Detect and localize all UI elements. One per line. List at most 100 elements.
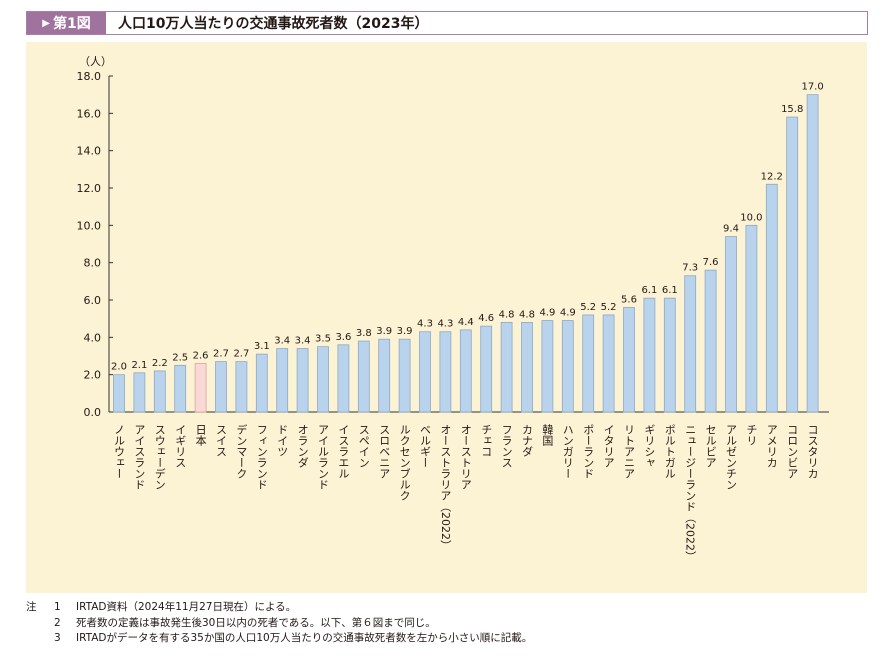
figure-badge: ▶ 第1図: [27, 12, 106, 34]
bar-value-label: 4.8: [499, 309, 515, 320]
bar-value-label: 3.1: [254, 341, 270, 352]
bar: [623, 307, 635, 413]
bar-value-label: 2.0: [111, 362, 127, 373]
y-tick-label: 0.0: [84, 406, 102, 419]
triangle-right-icon: ▶: [42, 17, 50, 29]
category-label: アルゼンチン: [725, 424, 738, 490]
category-label: リトアニア: [623, 424, 636, 479]
y-tick-label: 10.0: [77, 219, 102, 232]
category-label: ポーランド: [582, 424, 595, 479]
bar: [541, 320, 554, 413]
category-label: チェコ: [480, 424, 493, 457]
category-label: スイス: [215, 424, 228, 457]
y-tick-label: 14.0: [77, 145, 102, 158]
category-label: ハンガリー: [561, 424, 574, 479]
bar-value-label: 3.9: [376, 326, 392, 337]
bar-value-label: 2.5: [172, 352, 188, 363]
note-item: 注 1 IRTAD資料（2024年11月27日現在）による。: [26, 600, 532, 616]
category-label: ベルギー: [419, 424, 432, 468]
bar: [276, 348, 289, 413]
category-label: フィンランド: [255, 424, 268, 490]
note-number: 3: [54, 632, 61, 644]
y-tick-label: 8.0: [84, 257, 102, 270]
bar-value-label: 3.4: [295, 336, 311, 347]
bar-value-label: 17.0: [801, 82, 823, 93]
category-label: フランス: [500, 424, 513, 468]
bar: [459, 329, 472, 413]
bar: [439, 331, 452, 413]
bar: [357, 340, 370, 413]
bar: [684, 275, 697, 413]
bar: [113, 374, 125, 413]
bar: [561, 320, 574, 413]
bar: [174, 364, 187, 413]
bar: [419, 331, 431, 413]
bar-value-label: 5.6: [621, 294, 637, 305]
category-label: ノルウェー: [113, 424, 126, 479]
bar: [745, 224, 758, 413]
note-number: 1: [54, 601, 61, 613]
bar-value-label: 2.1: [131, 360, 147, 371]
notes-label: 注: [26, 601, 37, 613]
bar-value-label: 7.6: [703, 257, 719, 268]
category-label: チリ: [745, 424, 758, 446]
figure-header: ▶ 第1図 人口10万人当たりの交通事故死者数（2023年）: [26, 11, 868, 35]
note-text: IRTADがデータを有する35か国の人口10万人当たりの交通事故死者数を左から小…: [76, 632, 533, 644]
chart-panel: （人） 0.0 2.0 4.0 6.0 8.0 10.0 12.0 14.0 16.0 18.0 2.…: [26, 42, 867, 593]
category-label: ギリシャ: [643, 424, 656, 468]
bar-value-label: 4.9: [560, 308, 576, 319]
y-tick-label: 2.0: [84, 369, 102, 382]
category-label: 日本: [194, 424, 207, 447]
bar-value-label: 7.3: [682, 263, 698, 274]
category-label: イスラエル: [337, 424, 350, 479]
category-label: アイスランド: [133, 424, 146, 490]
bar-value-label: 3.8: [356, 328, 372, 339]
bar: [582, 314, 595, 413]
category-label: オーストリア: [459, 424, 472, 490]
bar: [133, 372, 146, 413]
bar: [235, 361, 248, 413]
bar-value-label: 3.4: [274, 336, 290, 347]
note-number: 2: [54, 616, 61, 629]
notes: 注 1 IRTAD資料（2024年11月27日現在）による。 2 死者数の定義は…: [26, 600, 532, 647]
bar: [215, 361, 227, 413]
bar-value-label: 2.7: [213, 349, 229, 360]
category-label: ルクセンブルク: [398, 424, 411, 501]
y-tick-label: 16.0: [77, 107, 102, 120]
bar-value-label: 12.2: [761, 171, 783, 182]
bar: [500, 321, 513, 413]
bar-value-label: 4.3: [417, 319, 433, 330]
bar: [602, 314, 615, 413]
bar: [337, 344, 350, 413]
bar-value-label: 6.1: [662, 285, 678, 296]
category-label: スウェーデン: [153, 424, 166, 490]
bar: [378, 338, 391, 413]
category-label: コスタリカ: [806, 424, 819, 479]
category-label: セルビア: [704, 424, 717, 468]
bar-value-label: 10.0: [740, 212, 762, 223]
bar: [296, 348, 309, 413]
category-label: オーストラリア（2022）: [439, 424, 452, 551]
bar: [704, 269, 717, 413]
note-item: 3 IRTADがデータを有する35か国の人口10万人当たりの交通事故死者数を左か…: [26, 631, 532, 647]
category-label: カナダ: [521, 424, 534, 457]
y-axis-label: （人）: [79, 55, 112, 68]
note-text: 死者数の定義は事故発生後30日以内の死者である。以下、第６図まで同じ。: [76, 616, 436, 629]
bar-value-label: 4.9: [539, 308, 555, 319]
note-text: IRTAD資料（2024年11月27日現在）による。: [76, 601, 297, 613]
y-tick-label: 6.0: [84, 294, 102, 307]
bar-chart: （人） 0.0 2.0 4.0 6.0 8.0 10.0 12.0 14.0 16.0 18.0 2.…: [77, 55, 829, 562]
bar: [806, 94, 819, 413]
bar-value-label: 4.6: [478, 313, 494, 324]
category-label: スペイン: [357, 424, 370, 468]
bar-value-label: 3.9: [397, 326, 413, 337]
bar-value-label: 2.6: [193, 350, 209, 361]
bar: [255, 353, 268, 413]
category-label: アメリカ: [765, 424, 778, 468]
category-label: ニュージーランド（2022）: [684, 424, 697, 562]
bar: [153, 370, 166, 413]
bar-value-label: 4.3: [437, 319, 453, 330]
bar-value-label: 5.2: [580, 302, 596, 313]
y-tick-label: 12.0: [77, 182, 102, 195]
bar-value-label: 6.1: [641, 285, 657, 296]
